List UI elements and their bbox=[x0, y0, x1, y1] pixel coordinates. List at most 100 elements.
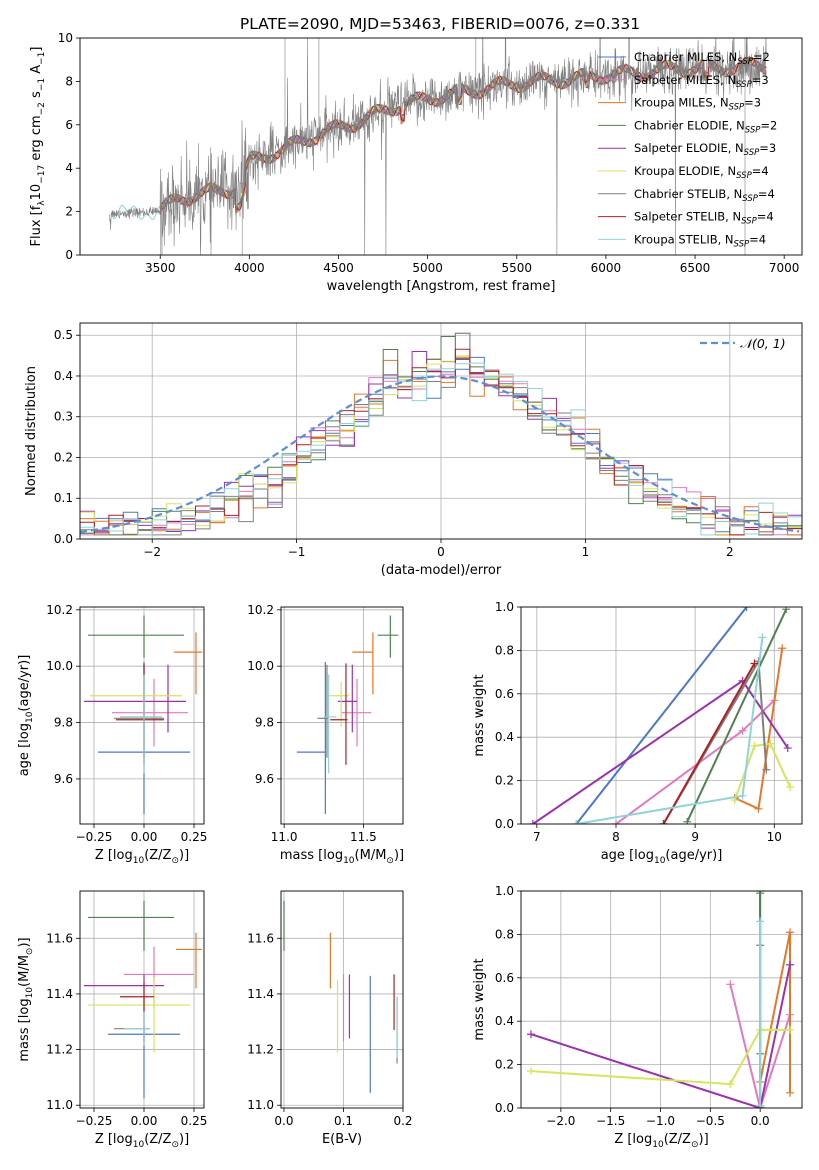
weight-marker bbox=[756, 1101, 765, 1108]
y-tick-label: 11.6 bbox=[46, 931, 73, 945]
weight_vs_age-x-axis-label-part: 10 bbox=[654, 856, 666, 866]
mass_vs_Z-x-axis-label-part: Z [log bbox=[95, 1132, 133, 1147]
weight-marker bbox=[726, 1080, 735, 1089]
legend-entry-text: =4 bbox=[758, 187, 775, 201]
mass_vs_Z-y-axis-label-part: mass [log bbox=[17, 998, 32, 1061]
mass_vs_Z-x-axis-label-part: (Z/Z bbox=[144, 1132, 171, 1147]
weight-marker bbox=[783, 744, 792, 753]
legend-entry: Chabrier MILES, NSSP=2 bbox=[634, 50, 770, 67]
y-tick-label: 0.0 bbox=[495, 817, 514, 831]
x-tick-label: −1.0 bbox=[646, 1114, 675, 1128]
y-tick-label: 10.0 bbox=[46, 659, 73, 673]
legend-entry-subscript: SSP bbox=[736, 80, 752, 90]
y-tick-label: 10.0 bbox=[247, 659, 274, 673]
weight_vs_age-lines bbox=[528, 607, 795, 824]
mass_vs_Z-x-axis-label-part: 10 bbox=[133, 1140, 145, 1150]
weight-marker bbox=[782, 607, 791, 614]
histogram-layer bbox=[80, 332, 802, 539]
weight-line-chabrier_elodie bbox=[686, 608, 788, 823]
y-tick-label: 10 bbox=[58, 31, 73, 45]
age_vs_Z-frame bbox=[79, 606, 205, 825]
legend-entry: Salpeter ELODIE, NSSP=3 bbox=[634, 141, 776, 158]
weight-marker bbox=[754, 804, 763, 813]
x-tick-label: 0.0 bbox=[751, 1114, 770, 1128]
mass_vs_Z-y-axis-label-part: )] bbox=[17, 937, 32, 947]
age_vs_Z-axes: −0.25 0.00 0.25 9.6 9.8 10.0 10.2 bbox=[46, 603, 207, 844]
weight_vs_Z-x-axis-label-part: (Z/Z bbox=[664, 1132, 691, 1147]
weight-marker bbox=[786, 960, 795, 969]
x-tick-label: −0.5 bbox=[696, 1114, 725, 1128]
weight-marker bbox=[758, 633, 767, 642]
x-tick-label: 4000 bbox=[234, 261, 265, 275]
y-tick-label: 11.0 bbox=[247, 1098, 274, 1112]
weight-marker bbox=[756, 891, 765, 898]
age_vs_Z-x-axis-label-part: 10 bbox=[133, 856, 145, 866]
x-tick-label: 10 bbox=[767, 830, 782, 844]
weight-line-kroupa_elodie bbox=[530, 1028, 790, 1086]
age_vs_Z-x-axis-label-part: (Z/Z bbox=[144, 848, 171, 863]
x-tick-label: 9 bbox=[691, 830, 699, 844]
y-tick-label: 1.0 bbox=[495, 600, 514, 614]
x-tick-label: 2 bbox=[726, 545, 734, 559]
x-tick-label: 0.0 bbox=[274, 1114, 293, 1128]
x-tick-label: 1 bbox=[582, 545, 590, 559]
x-tick-label: −2 bbox=[143, 545, 161, 559]
weight_vs_Z-x-axis-label-part: 10 bbox=[652, 1140, 664, 1150]
x-tick-label: 8 bbox=[612, 830, 620, 844]
y-tick-label: 0.8 bbox=[495, 643, 514, 657]
x-tick-label: 0 bbox=[437, 545, 445, 559]
legend-entry-text: =4 bbox=[749, 232, 766, 246]
weight-line-salpeter_elodie bbox=[530, 964, 791, 1108]
y-tick-label: 0.0 bbox=[54, 532, 73, 546]
weight-marker bbox=[738, 726, 747, 735]
spectrum-x-axis-label: wavelength [Angstrom, rest frame] bbox=[327, 279, 556, 294]
legend-entry-subscript: SSP bbox=[729, 103, 745, 113]
weight-marker bbox=[750, 659, 759, 668]
legend-entry-subscript: SSP bbox=[734, 239, 750, 249]
age_vs_Z-y-axis-label-part: 10 bbox=[25, 711, 35, 723]
x-tick-label: −1 bbox=[288, 545, 306, 559]
weight-marker bbox=[786, 928, 795, 937]
age_vs_Z-points bbox=[84, 615, 202, 815]
weight-line-chabrier_miles bbox=[575, 607, 748, 824]
spectrum-y-axis-label-part: Flux [f bbox=[29, 205, 44, 246]
legend-entry-text: =3 bbox=[759, 141, 776, 155]
y-tick-label: 11.2 bbox=[247, 1043, 274, 1057]
weight-marker bbox=[611, 820, 620, 824]
legend-entry: Salpeter MILES, NSSP=3 bbox=[634, 73, 769, 90]
age_vs_mass-x-axis-label: mass [log10(M/M⊙)] bbox=[280, 848, 404, 866]
x-tick-label: 0.25 bbox=[181, 830, 208, 844]
y-tick-label: 0.4 bbox=[54, 369, 73, 383]
age_vs_mass-x-axis-label-part: ⊙ bbox=[386, 856, 394, 866]
spectrum-lines bbox=[109, 38, 767, 255]
x-tick-label: 0.25 bbox=[181, 1114, 208, 1128]
age_vs_mass-x-axis-label-part: 10 bbox=[343, 856, 355, 866]
legend-entry: Kroupa MILES, NSSP=3 bbox=[634, 96, 761, 113]
x-tick-label: −0.25 bbox=[76, 830, 113, 844]
age_vs_mass-frame bbox=[280, 606, 404, 825]
x-tick-label: 11.0 bbox=[271, 830, 298, 844]
mass_vs_Z-frame bbox=[79, 890, 205, 1109]
weight-marker bbox=[738, 791, 747, 800]
x-tick-label: −0.25 bbox=[76, 1114, 113, 1128]
x-tick-label: 0.00 bbox=[131, 1114, 158, 1128]
y-tick-label: 9.8 bbox=[255, 716, 274, 730]
legend-entry-text: =3 bbox=[744, 96, 761, 110]
mass_vs_ebv-frame bbox=[280, 890, 404, 1109]
y-tick-label: 9.8 bbox=[54, 716, 73, 730]
legend-entry-text: Salpeter STELIB, N bbox=[634, 210, 741, 224]
age_vs_Z-x-axis-label: Z [log10(Z/Z⊙)] bbox=[95, 848, 189, 866]
y-tick-label: 0.6 bbox=[495, 971, 514, 985]
spectrum-y-axis-label-part: A bbox=[29, 65, 44, 78]
x-tick-label: 5500 bbox=[501, 261, 532, 275]
legend-entry-text: =2 bbox=[760, 118, 777, 132]
age_vs_Z-x-axis-label-part: Z [log bbox=[95, 848, 133, 863]
mass_vs_Z-y-axis-label: mass [log10(M/M⊙)] bbox=[17, 937, 35, 1061]
spectrum-y-axis-label-part: −2 bbox=[37, 102, 47, 115]
spectrum-y-axis-label: Flux [fλ10−17 erg cm−2 s−1 A−1] bbox=[29, 47, 47, 247]
mass_vs_Z-y-axis-label-part: 10 bbox=[25, 987, 35, 999]
legend-entry: Chabrier ELODIE, NSSP=2 bbox=[634, 118, 777, 135]
weight_vs_Z-frame bbox=[520, 890, 803, 1109]
y-tick-label: 4 bbox=[65, 161, 73, 175]
mass_vs_ebv-points bbox=[283, 900, 398, 1093]
